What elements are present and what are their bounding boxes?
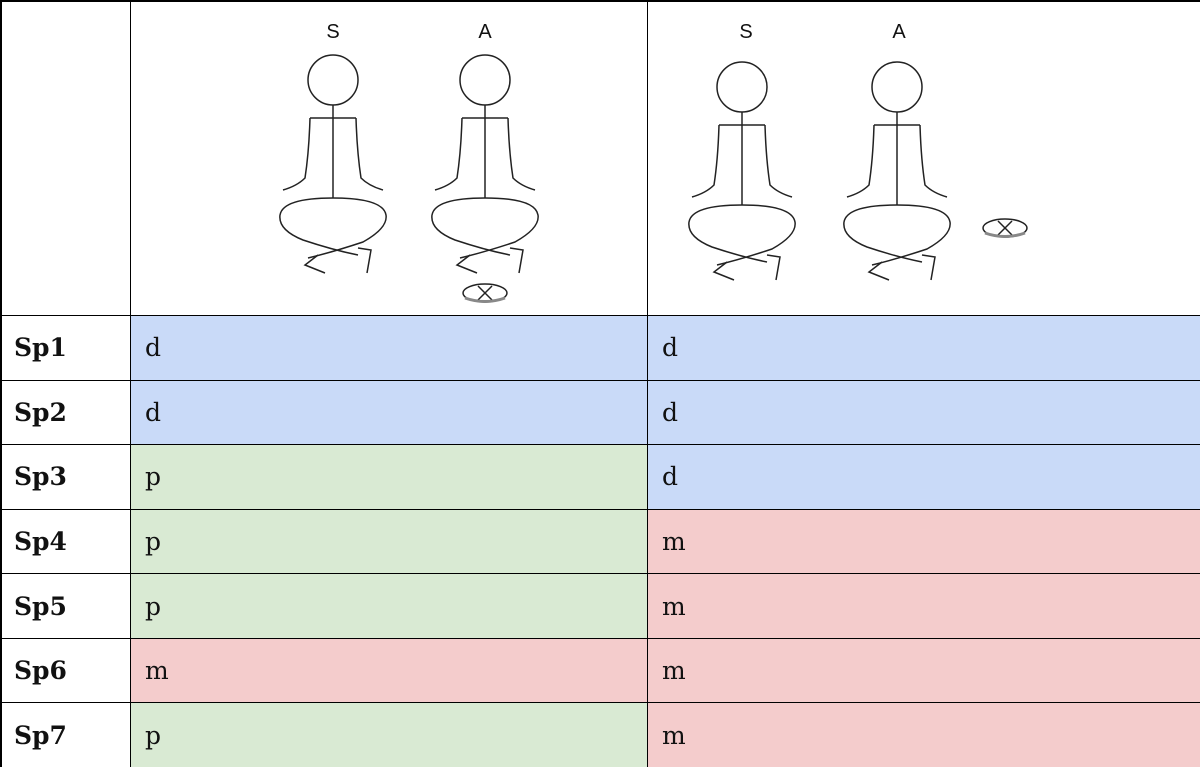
x-marker (461, 282, 509, 304)
row-header: Sp6 (0, 637, 131, 704)
cell: m (647, 637, 1200, 704)
cell: p (130, 444, 648, 510)
cell: d (130, 315, 648, 381)
seated-figure (279, 54, 387, 274)
seated-figure (843, 61, 951, 281)
cell: d (130, 379, 648, 446)
row-header: Sp7 (0, 702, 131, 767)
cell: m (647, 573, 1200, 639)
row-header: Sp3 (0, 444, 131, 510)
cell: m (647, 702, 1200, 767)
figures: S A S A (279, 21, 1029, 304)
figure-label: A (892, 21, 906, 43)
x-marker (981, 217, 1029, 239)
figure-label: S (326, 21, 339, 43)
seated-figure (431, 54, 539, 274)
cell: m (647, 508, 1200, 575)
figure-label: A (478, 21, 492, 43)
row-header: Sp1 (0, 315, 131, 381)
row-header: Sp4 (0, 508, 131, 575)
cell: p (130, 702, 648, 767)
cell: p (130, 573, 648, 639)
cell: d (647, 379, 1200, 446)
row-header: Sp5 (0, 573, 131, 639)
row-header: Sp2 (0, 379, 131, 446)
seated-figure (688, 61, 796, 281)
cell: d (647, 444, 1200, 510)
cell: p (130, 508, 648, 575)
cell: d (647, 315, 1200, 381)
figure-label: S (739, 21, 752, 43)
cell: m (130, 637, 648, 704)
